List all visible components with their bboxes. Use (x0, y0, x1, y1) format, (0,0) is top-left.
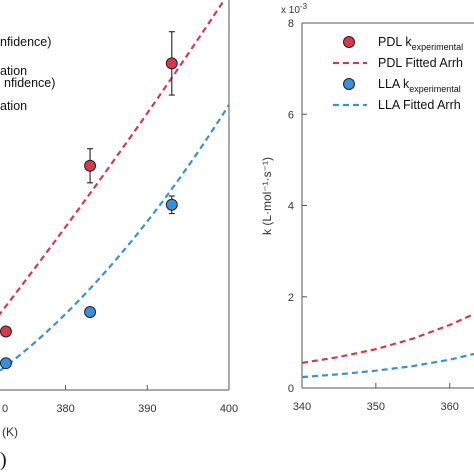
left-x-ticks: 0 380 390 400 (2, 385, 238, 415)
left-x-axis-label: ture (K) (0, 425, 18, 439)
right-y-tick-label: 4 (288, 201, 294, 213)
legend-label: LLA kexperimental (378, 77, 461, 94)
left-fit-curves (0, 0, 230, 372)
left-x-tick-label: 380 (56, 403, 74, 415)
data-point-marker (84, 159, 97, 172)
legend-marker (343, 36, 355, 48)
data-point-marker (165, 57, 178, 70)
right-x-tick-label: 360 (441, 401, 459, 413)
right-x-ticks: 340 350 360 (293, 383, 459, 413)
left-fit-curve (0, 0, 226, 316)
legend-label-text: PDL Fitted Arrh (378, 56, 463, 70)
left-data-points (0, 31, 178, 370)
legend-label-text: LLA k (378, 77, 410, 91)
data-point-marker (0, 357, 12, 370)
left-legend-entry: nfidence) (4, 76, 55, 90)
right-y-axis-label: k (L·mol⁻¹·s⁻¹) (260, 157, 274, 235)
legend-label-text: LLA Fitted Arrh (378, 98, 461, 112)
right-y-tick-label: 2 (288, 292, 294, 304)
right-fit-curves (301, 312, 474, 379)
data-point-marker (165, 198, 178, 211)
right-x-tick-label: 350 (367, 401, 385, 413)
right-x-tick-label: 340 (293, 401, 311, 413)
right-y-tick-label: 6 (288, 109, 294, 121)
y-exponent-power: -3 (300, 2, 308, 11)
legend-label: LLA Fitted Arrh (378, 98, 461, 112)
left-legend-entry: ation (0, 99, 27, 113)
left-legend-entry: ation (0, 64, 27, 78)
right-fit-curve (301, 352, 474, 379)
right-y-tick-label: 8 (288, 18, 294, 30)
right-y-ticks: 0 2 4 6 8 (288, 18, 307, 395)
left-fit-curve (0, 104, 230, 372)
legend-label-subscript: experimental (412, 42, 464, 52)
right-fit-curve (301, 312, 474, 364)
left-legend-entry: nfidence) (0, 35, 51, 49)
legend-label: PDL Fitted Arrh (378, 56, 463, 70)
legend-label: PDL kexperimental (378, 35, 463, 52)
y-exponent-base: x 10 (281, 5, 300, 16)
left-x-tick-label: 400 (220, 403, 238, 415)
left-x-tick-label: 0 (2, 403, 8, 415)
right-y-tick-label: 0 (288, 383, 294, 395)
y-exponent-label: x 10-3 (281, 2, 308, 16)
right-chart-panel: 0 2 4 6 8 340 350 360 x 10-3 k (L·mol⁻¹·s⁻¹) P… (260, 2, 474, 413)
left-x-tick-label: 390 (138, 403, 156, 415)
legend-label-subscript: experimental (409, 84, 461, 94)
data-point-marker (0, 325, 12, 338)
legend-marker (343, 78, 355, 90)
data-point-marker (84, 306, 97, 318)
panel-label-fragment: ) (0, 449, 7, 471)
legend-label-text: PDL k (378, 35, 412, 49)
